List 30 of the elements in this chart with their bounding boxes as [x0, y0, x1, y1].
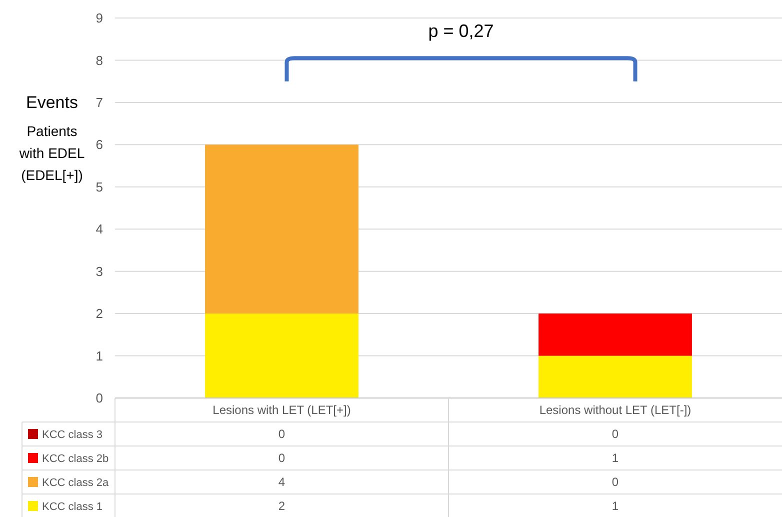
- y-tick-label: 2: [96, 306, 103, 322]
- y-tick-label: 1: [96, 348, 103, 364]
- legend-label: KCC class 2b: [42, 452, 109, 465]
- data-label: 0: [278, 451, 286, 466]
- legend-label: KCC class 1: [42, 500, 103, 513]
- bar: [205, 314, 358, 398]
- y-tick-label: 6: [96, 137, 103, 152]
- y-tick-label: 3: [96, 264, 103, 279]
- y-tick-label: 8: [96, 52, 103, 68]
- y-tick-label: 0: [96, 390, 103, 406]
- y-tick-label: 9: [96, 10, 103, 26]
- data-label: 4: [278, 475, 286, 490]
- x-tick-label: Lesions without LET (LET[-]): [539, 403, 692, 418]
- data-label: 0: [278, 427, 286, 442]
- bar: [538, 356, 692, 398]
- data-label: 1: [612, 499, 619, 514]
- data-label: 1: [612, 451, 619, 466]
- y-tick-label: 4: [96, 222, 103, 237]
- y-tick-label: 5: [96, 179, 103, 194]
- data-label: 2: [278, 499, 286, 514]
- y-axis-title: Events Patients with EDEL (EDEL[+]): [18, 93, 85, 183]
- x-tick-label: Lesions with LET (LET[+]): [212, 403, 351, 418]
- bar: [538, 314, 692, 356]
- data-label: 0: [612, 475, 619, 490]
- legend-label: KCC class 2a: [42, 476, 110, 489]
- annotation: p = 0,27: [428, 21, 494, 41]
- bar: [205, 144, 358, 314]
- data-label: 0: [612, 427, 619, 442]
- y-tick-label: 7: [96, 94, 103, 110]
- legend-label: KCC class 3: [42, 428, 103, 441]
